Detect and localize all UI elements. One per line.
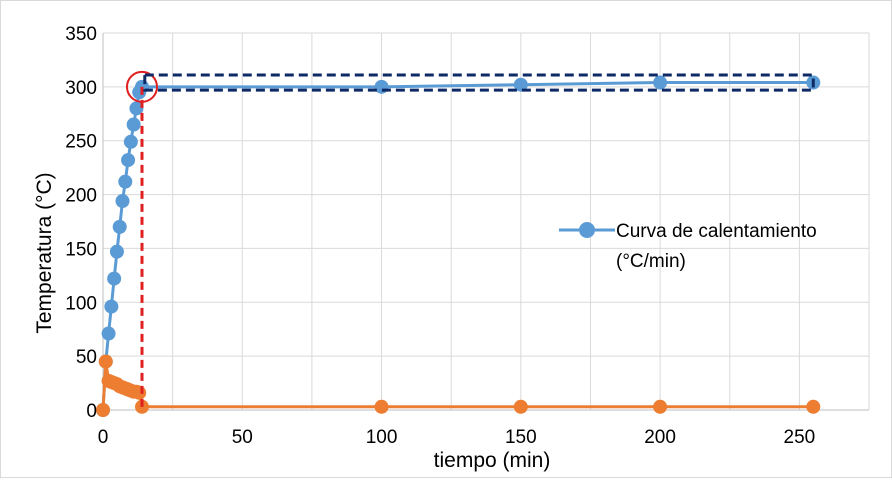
series-1-point [104, 299, 119, 314]
y-tick-label: 350 [65, 24, 97, 45]
series-2-point [513, 399, 528, 414]
y-tick-label: 300 [65, 78, 97, 99]
y-tick-label: 50 [76, 347, 97, 368]
series-1 [96, 75, 821, 417]
y-tick-label: 150 [65, 239, 97, 260]
y-tick-label: 250 [65, 132, 97, 153]
annotations [125, 70, 815, 410]
series-2-point [653, 399, 668, 414]
y-tick-label: 200 [65, 186, 97, 207]
x-tick-label: 150 [505, 427, 537, 448]
x-tick-label: 100 [366, 427, 398, 448]
series-1-point [121, 153, 136, 168]
legend: Curva de calentamiento (°C/min) [559, 221, 822, 272]
x-axis-title: tiempo (min) [434, 449, 551, 472]
series-1-point [107, 271, 122, 286]
series-1-point [129, 101, 144, 116]
series-2-line [101, 360, 814, 411]
series-1-point [513, 77, 528, 92]
x-tick-label: 0 [98, 427, 109, 448]
y-tick-label: 0 [86, 401, 97, 422]
x-tick-label: 50 [232, 427, 253, 448]
series-1-line [101, 81, 814, 411]
series-1-point [115, 194, 130, 209]
x-tick-label: 200 [644, 427, 676, 448]
series-1-point [653, 75, 668, 90]
x-tick-label: 250 [784, 427, 816, 448]
series-2-point [98, 354, 113, 369]
series-2-point [132, 385, 147, 400]
legend-marker [579, 222, 595, 238]
series-1-point [109, 244, 124, 259]
series-1-point [126, 117, 141, 132]
annotation-circle [125, 70, 158, 103]
series-1-point [112, 219, 127, 234]
legend-label: Curva de calentamiento (°C/min) [616, 221, 822, 272]
grid [102, 32, 870, 411]
legend-label-line-2: (°C/min) [616, 251, 686, 272]
annotation-dashed-rectangle [143, 73, 815, 92]
tick-labels: 0 50 100 150 200 250 300 350 0 50 100 150 200 250 [65, 24, 815, 448]
series-2-point [374, 399, 389, 414]
series-1-point [118, 174, 133, 189]
series-2-point [806, 399, 821, 414]
y-axis-title: Temperatura (°C) [33, 172, 56, 333]
series-1-point [123, 134, 138, 149]
y-tick-label: 100 [65, 293, 97, 314]
series-2-point [96, 403, 110, 417]
series-layer [96, 75, 821, 417]
series-1-point [374, 79, 389, 94]
axes [102, 33, 869, 411]
legend-label-line-1: Curva de calentamiento [616, 221, 817, 242]
series-1-point [101, 326, 116, 341]
series-2 [96, 354, 821, 417]
